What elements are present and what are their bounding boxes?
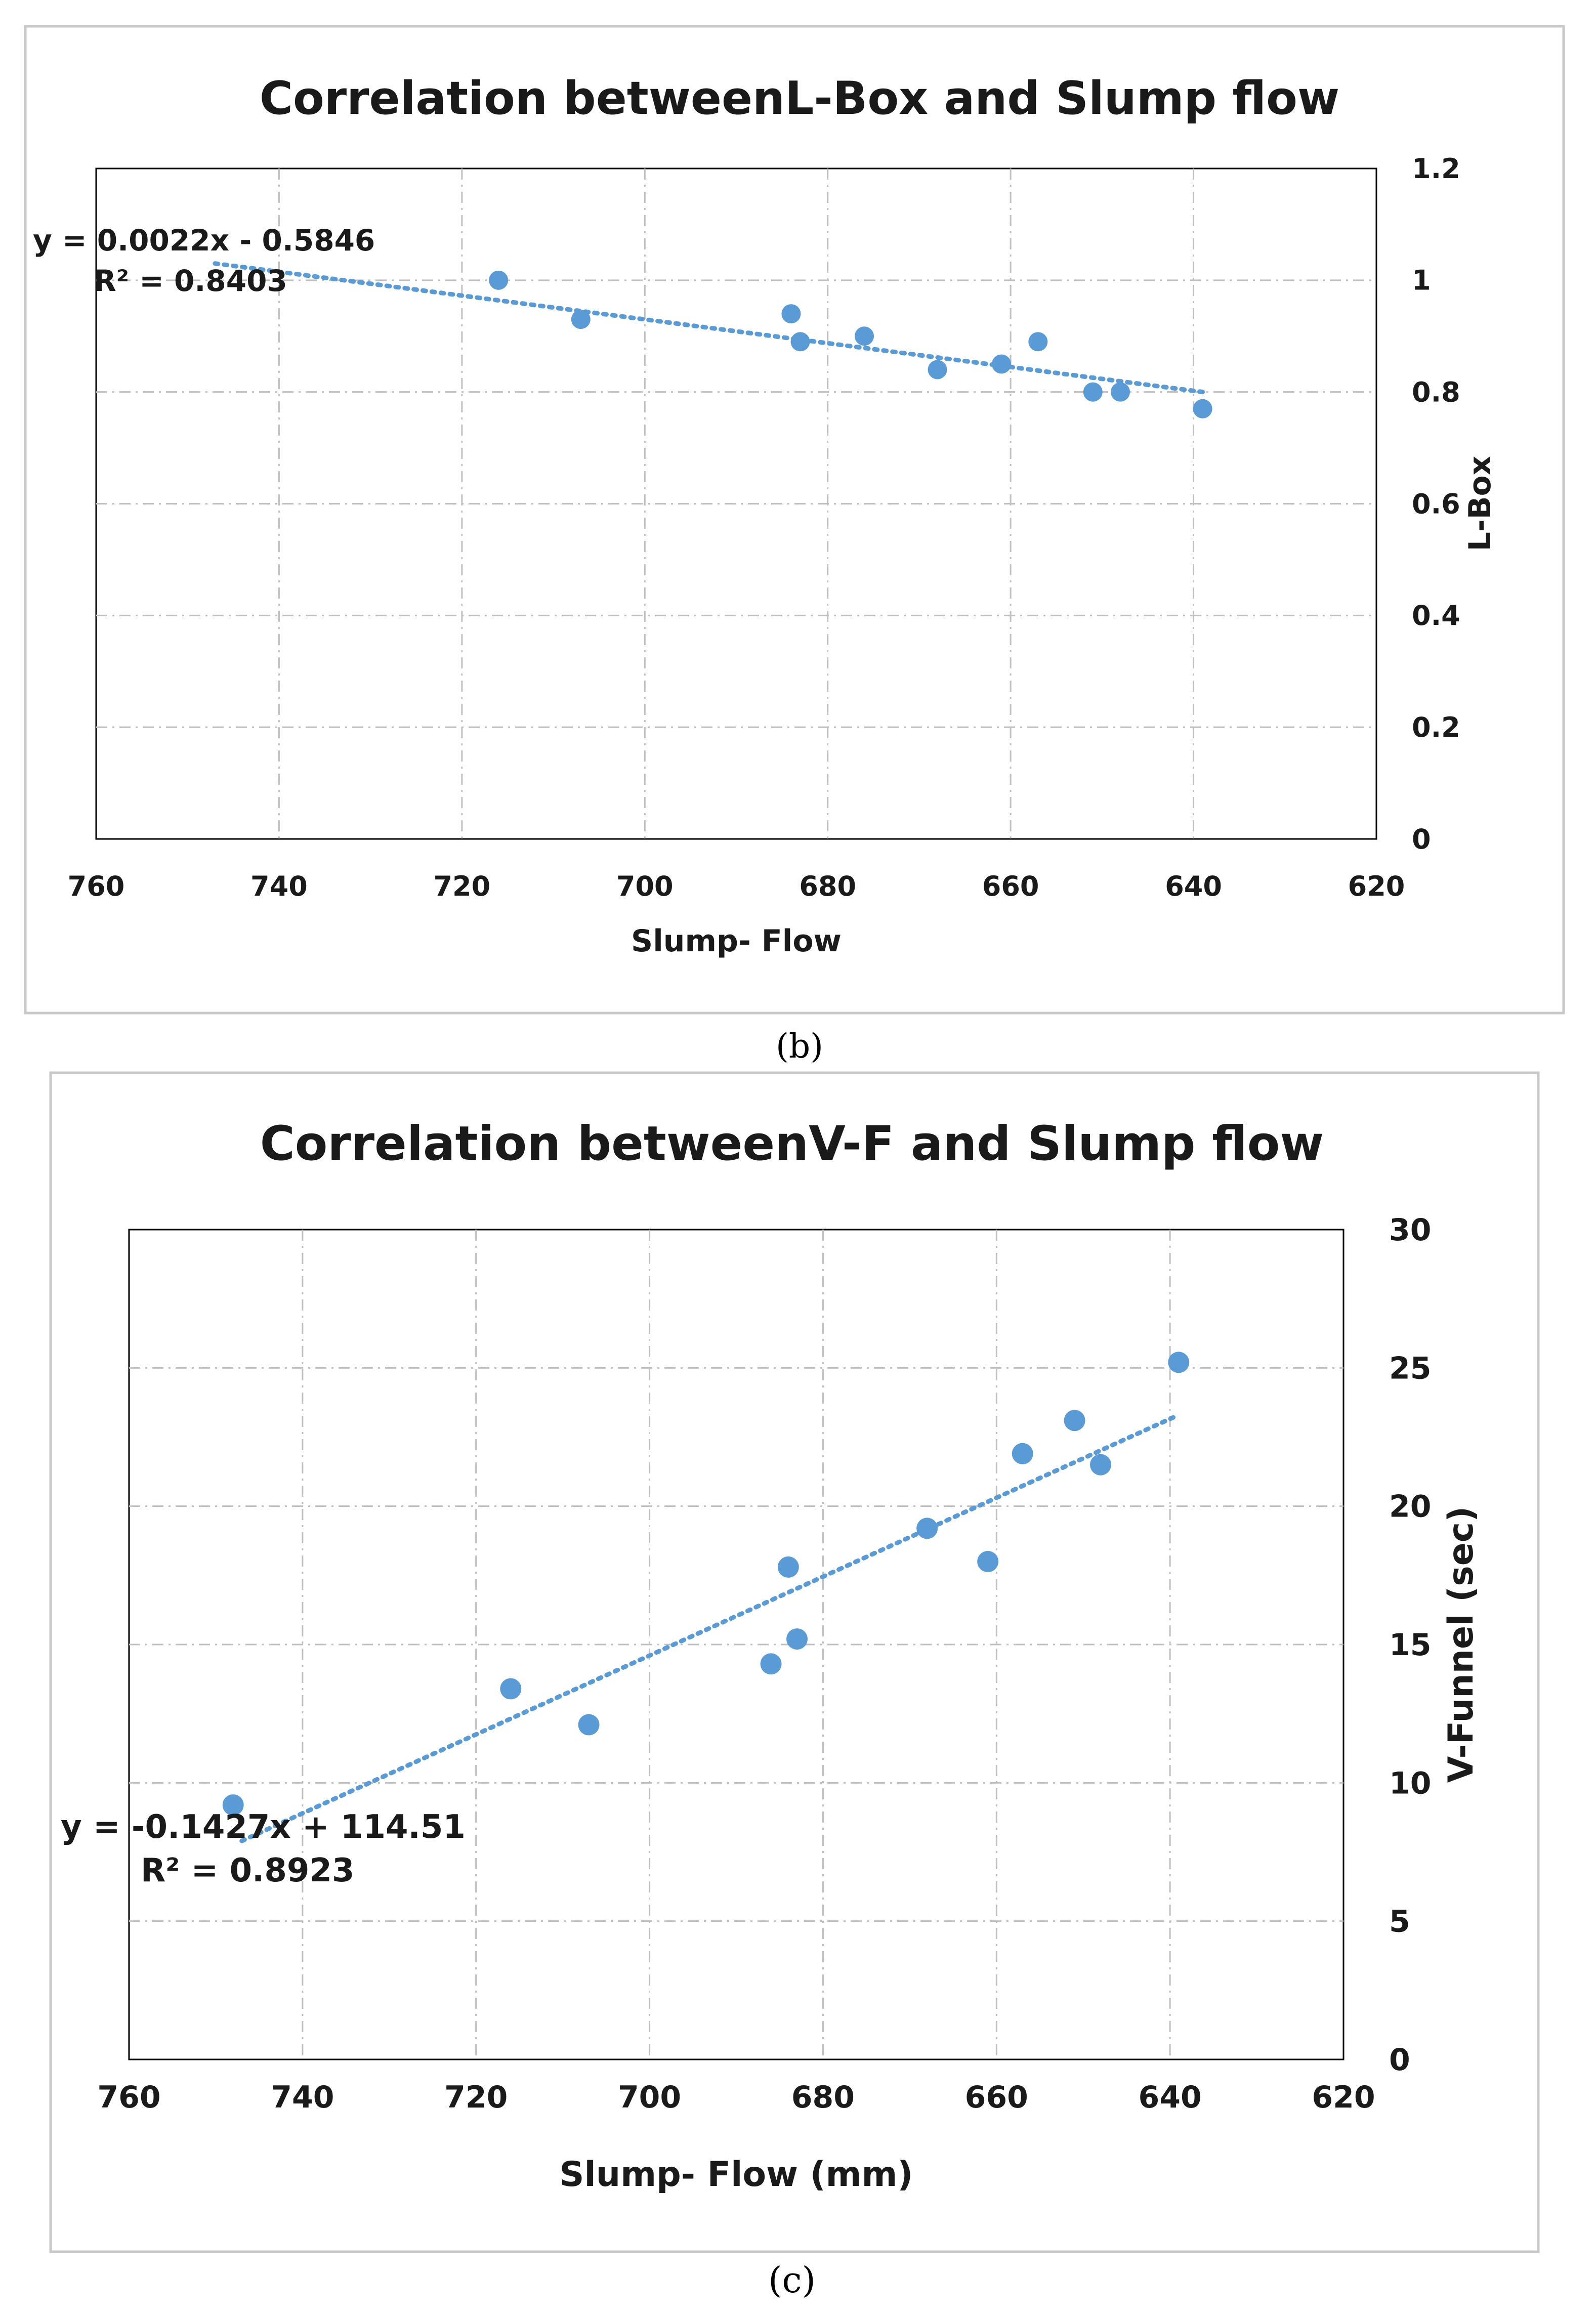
chart-c-gridlines bbox=[129, 1230, 1343, 2059]
chart-c-y-tick-label: 0 bbox=[1389, 2042, 1410, 2078]
chart-c-y-axis-label: V-Funnel (sec) bbox=[1441, 1506, 1481, 1783]
chart-b-title: Correlation betweenL-Box and Slump flow bbox=[260, 72, 1339, 125]
chart-b-y-tick-label: 0.8 bbox=[1412, 376, 1460, 408]
chart-b-y-tick-label: 1.2 bbox=[1412, 153, 1460, 185]
chart-b-x-tick-label: 680 bbox=[799, 870, 856, 902]
chart-c-data-point bbox=[1012, 1443, 1033, 1464]
chart-b-data-point bbox=[1083, 382, 1103, 402]
chart-c-data-point bbox=[786, 1628, 808, 1650]
chart-b-data-point bbox=[928, 360, 947, 380]
chart-c-data-point bbox=[500, 1678, 522, 1700]
chart-c-x-tick-label: 680 bbox=[791, 2080, 855, 2115]
chart-b-frame bbox=[24, 25, 1565, 1015]
chart-c-points bbox=[222, 1352, 1190, 1816]
chart-c-frame bbox=[49, 1071, 1540, 2253]
chart-c-x-tick-label: 640 bbox=[1139, 2080, 1202, 2115]
chart-b-y-tick-label: 0.6 bbox=[1412, 488, 1460, 520]
chart-c-x-axis-label: Slump- Flow (mm) bbox=[560, 2155, 913, 2195]
chart-b-caption: (b) bbox=[776, 1027, 823, 1066]
chart-c-data-point bbox=[222, 1794, 244, 1816]
chart-b-x-tick-label: 700 bbox=[616, 870, 674, 902]
chart-c-x-tick-label: 720 bbox=[444, 2080, 508, 2115]
chart-b-x-ticks: 760 740 720 700 680 660 640 620 bbox=[68, 870, 1405, 902]
chart-c-equation: y = -0.1427x + 114.51 bbox=[61, 1808, 466, 1846]
chart-b-x-axis-label: Slump- Flow bbox=[631, 923, 842, 959]
chart-b-x-tick-label: 660 bbox=[982, 870, 1039, 902]
chart-b-data-point bbox=[1028, 332, 1048, 352]
chart-c-data-point bbox=[777, 1556, 799, 1578]
chart-b-r2: R² = 0.8403 bbox=[94, 264, 287, 298]
chart-b-data-point bbox=[855, 326, 874, 346]
chart-b-x-tick-label: 640 bbox=[1165, 870, 1222, 902]
chart-b-x-tick-label: 740 bbox=[250, 870, 308, 902]
chart-b-x-tick-label: 720 bbox=[433, 870, 490, 902]
chart-b-y-tick-label: 0.2 bbox=[1412, 711, 1460, 743]
chart-b-trendline bbox=[213, 261, 1205, 395]
chart-b-y-tick-label: 0 bbox=[1412, 823, 1431, 855]
chart-c-data-point bbox=[578, 1714, 600, 1736]
chart-c-data-point bbox=[760, 1653, 782, 1675]
chart-b: Correlation betweenL-Box and Slump flow … bbox=[24, 25, 1565, 1015]
chart-c-data-point bbox=[1168, 1352, 1190, 1373]
chart-c-data-point bbox=[1090, 1454, 1111, 1476]
chart-c-data-point bbox=[977, 1551, 999, 1572]
chart-b-y-tick-label: 1 bbox=[1412, 265, 1431, 297]
chart-c-x-tick-label: 660 bbox=[965, 2080, 1028, 2115]
chart-b-data-point bbox=[790, 332, 810, 352]
chart-b-y-axis-label: L-Box bbox=[1462, 456, 1498, 552]
chart-b-y-tick-label: 0.4 bbox=[1412, 600, 1460, 631]
chart-b-points bbox=[489, 270, 1212, 418]
chart-b-x-tick-label: 760 bbox=[68, 870, 125, 902]
chart-c-x-tick-label: 760 bbox=[97, 2080, 160, 2115]
chart-c-caption: (c) bbox=[768, 2259, 816, 2301]
chart-c-y-tick-label: 25 bbox=[1389, 1351, 1432, 1386]
chart-b-data-point bbox=[1111, 382, 1130, 402]
chart-c-x-tick-label: 700 bbox=[618, 2080, 681, 2115]
chart-c-r2: R² = 0.8923 bbox=[141, 1852, 354, 1889]
chart-b-data-point bbox=[1193, 399, 1212, 418]
chart-b-data-point bbox=[489, 270, 509, 290]
chart-c-x-tick-label: 740 bbox=[271, 2080, 334, 2115]
chart-c-data-point bbox=[916, 1518, 938, 1539]
chart-b-y-ticks: 0 0.2 0.4 0.6 0.8 1 1.2 bbox=[1412, 153, 1460, 855]
chart-b-equation: y = 0.0022x - 0.5846 bbox=[33, 223, 375, 258]
chart-b-gridlines bbox=[96, 169, 1376, 839]
chart-b-data-point bbox=[571, 310, 591, 329]
chart-c-y-tick-label: 30 bbox=[1389, 1212, 1432, 1248]
chart-c: Correlation betweenV-F and Slump flow 76… bbox=[49, 1071, 1540, 2253]
chart-c-y-tick-label: 5 bbox=[1389, 1904, 1410, 1940]
chart-c-y-tick-label: 10 bbox=[1389, 1765, 1432, 1801]
chart-b-data-point bbox=[992, 354, 1012, 374]
chart-c-x-ticks: 760 740 720 700 680 660 640 620 bbox=[97, 2080, 1375, 2115]
chart-c-title: Correlation betweenV-F and Slump flow bbox=[260, 1116, 1324, 1171]
chart-b-data-point bbox=[781, 304, 801, 324]
chart-c-trendline bbox=[239, 1412, 1181, 1843]
chart-c-data-point bbox=[1064, 1410, 1085, 1431]
chart-b-x-tick-label: 620 bbox=[1348, 870, 1405, 902]
chart-c-x-tick-label: 620 bbox=[1312, 2080, 1375, 2115]
chart-c-y-tick-label: 20 bbox=[1389, 1489, 1432, 1525]
chart-c-y-ticks: 0 5 10 15 20 25 30 bbox=[1389, 1212, 1432, 2078]
chart-c-y-tick-label: 15 bbox=[1389, 1627, 1432, 1663]
